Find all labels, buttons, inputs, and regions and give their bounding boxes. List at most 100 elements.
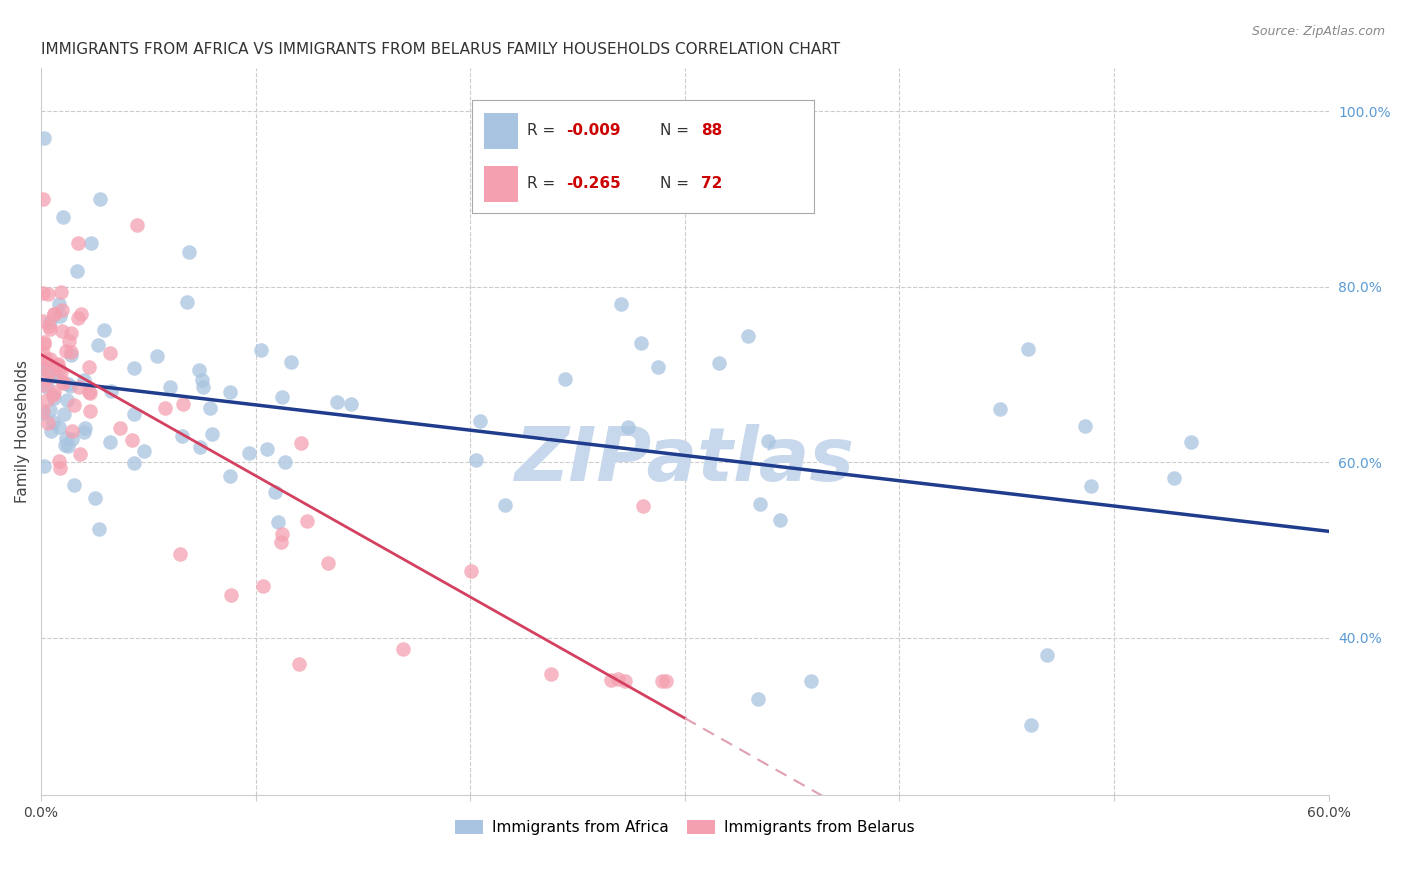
Point (66, 235, 89, 250)
Point (38, 365, 60, 379)
Point (45, 359, 67, 373)
Point (63, 478, 86, 492)
Point (32, 406, 55, 420)
Point (42, 388, 65, 402)
Point (494, 498, 516, 512)
Point (749, 497, 772, 511)
Point (169, 547, 191, 561)
Point (60, 326, 83, 340)
Point (121, 433, 143, 447)
Point (758, 434, 780, 449)
Point (77, 384, 100, 399)
Point (87, 523, 110, 537)
Point (1035, 648, 1057, 662)
Point (464, 453, 486, 467)
Point (44, 385, 66, 400)
Point (1080, 479, 1102, 493)
Point (66, 310, 89, 325)
Point (607, 672, 630, 686)
Point (48, 454, 70, 468)
Point (737, 328, 759, 343)
Point (35, 372, 58, 386)
Point (32, 285, 55, 300)
Point (647, 359, 669, 374)
Point (79, 359, 101, 374)
Point (48, 420, 70, 434)
Text: IMMIGRANTS FROM AFRICA VS IMMIGRANTS FROM BELARUS FAMILY HOUSEHOLDS CORRELATION : IMMIGRANTS FROM AFRICA VS IMMIGRANTS FRO… (41, 42, 841, 57)
Point (42, 415, 65, 429)
Point (38, 322, 60, 336)
Point (159, 380, 181, 394)
Point (707, 356, 730, 370)
Point (295, 514, 318, 528)
Point (37, 287, 59, 301)
Text: ZIPatlas: ZIPatlas (515, 424, 855, 497)
Point (188, 363, 211, 377)
Point (108, 420, 131, 434)
Point (98, 345, 121, 359)
Point (49, 461, 72, 475)
Point (339, 397, 361, 411)
Point (32, 192, 55, 206)
Point (32, 313, 55, 327)
Point (177, 244, 200, 259)
Point (630, 335, 652, 350)
Point (769, 513, 792, 527)
Point (460, 564, 482, 578)
Point (55, 437, 77, 451)
Point (51, 302, 73, 317)
Point (124, 407, 146, 421)
Point (48, 297, 70, 311)
Point (52, 376, 75, 390)
Point (256, 442, 278, 457)
Point (63, 398, 86, 412)
Point (747, 692, 769, 706)
Point (288, 657, 311, 671)
Y-axis label: Family Households: Family Households (15, 360, 30, 503)
Point (191, 380, 214, 394)
Point (46, 357, 69, 371)
Point (39, 352, 62, 367)
Point (38, 318, 60, 333)
Point (200, 401, 222, 416)
Point (273, 454, 295, 468)
Point (59, 378, 82, 392)
Point (554, 372, 576, 386)
Point (44, 307, 66, 321)
Point (44, 368, 66, 383)
Point (610, 297, 633, 311)
Point (326, 394, 349, 409)
Point (48, 309, 70, 323)
Point (271, 390, 294, 404)
Point (219, 385, 242, 400)
Point (52, 210, 75, 224)
Point (51, 324, 73, 338)
Point (617, 420, 640, 434)
Point (219, 468, 242, 483)
Point (172, 397, 194, 411)
Point (127, 219, 149, 233)
Point (122, 456, 145, 470)
Point (250, 343, 273, 358)
Point (316, 557, 339, 571)
Point (34, 351, 56, 366)
Point (651, 674, 673, 689)
Point (1019, 718, 1042, 732)
Point (134, 444, 156, 458)
Point (73, 373, 96, 387)
Point (32, 335, 55, 350)
Point (83, 491, 105, 505)
Point (263, 484, 285, 499)
Point (52, 376, 75, 390)
Point (34, 337, 56, 351)
Point (39, 403, 62, 417)
Point (79, 404, 101, 418)
Point (32, 403, 55, 417)
Point (1074, 419, 1097, 434)
Point (59, 348, 82, 362)
Point (122, 361, 145, 376)
Point (80, 235, 103, 250)
Point (86, 338, 108, 352)
Point (39, 424, 62, 438)
Point (172, 429, 194, 443)
